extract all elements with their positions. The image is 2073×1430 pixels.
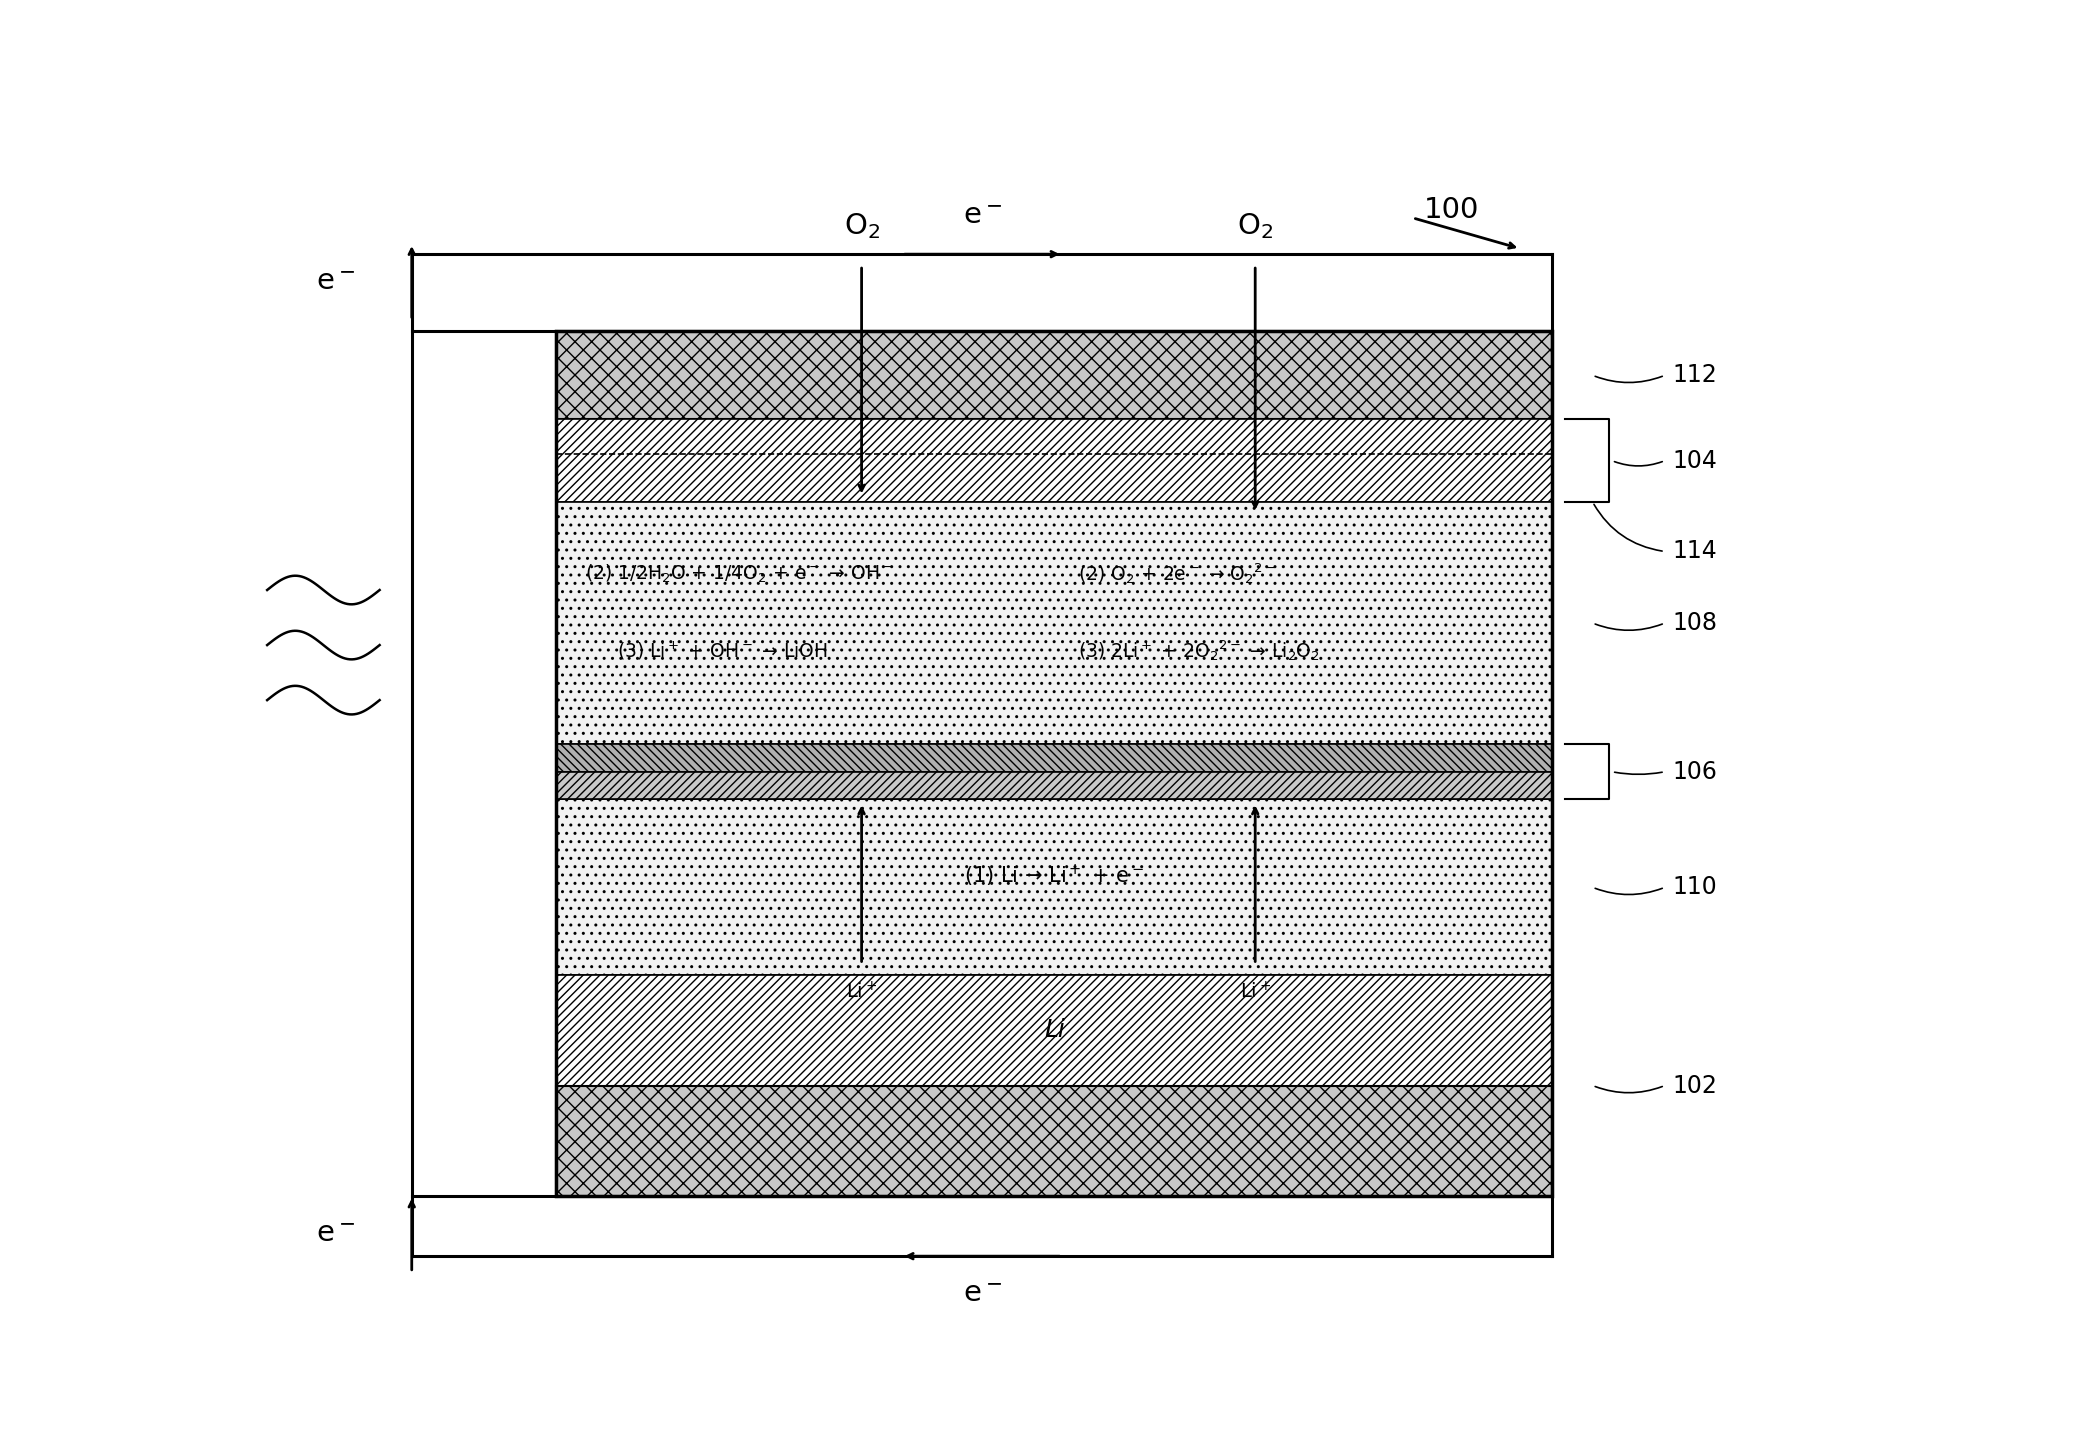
Text: Li$^+$: Li$^+$ — [846, 981, 877, 1002]
Text: e$^-$: e$^-$ — [317, 1220, 357, 1248]
Text: e$^-$: e$^-$ — [962, 1280, 1001, 1308]
Text: e$^-$: e$^-$ — [317, 267, 357, 296]
Bar — [556, 332, 1553, 1195]
Bar — [556, 502, 1553, 744]
Text: O$_2$: O$_2$ — [1238, 212, 1273, 242]
Bar — [556, 975, 1553, 1085]
Bar — [556, 1085, 1553, 1195]
Text: (2) O$_2$ + 2e$^-$ → O$_2$$^{2-}$: (2) O$_2$ + 2e$^-$ → O$_2$$^{2-}$ — [1078, 561, 1277, 586]
Text: 106: 106 — [1673, 759, 1719, 784]
Text: (1) Li → Li$^+$ + e$^-$: (1) Li → Li$^+$ + e$^-$ — [964, 864, 1144, 889]
Text: 102: 102 — [1673, 1074, 1719, 1097]
Bar — [556, 332, 1553, 419]
Text: 112: 112 — [1673, 363, 1719, 388]
Text: 110: 110 — [1673, 875, 1719, 899]
Text: (3) 2Li$^+$ + 2O$_2$$^{2-}$ → Li$_2$O$_2$: (3) 2Li$^+$ + 2O$_2$$^{2-}$ → Li$_2$O$_2… — [1078, 638, 1321, 664]
Text: 114: 114 — [1673, 539, 1719, 563]
Text: 100: 100 — [1424, 196, 1480, 225]
Bar — [556, 799, 1553, 975]
Bar — [556, 772, 1553, 799]
Bar — [556, 744, 1553, 772]
Text: Li: Li — [1045, 1018, 1066, 1042]
Text: 108: 108 — [1673, 611, 1719, 635]
Text: e$^-$: e$^-$ — [962, 202, 1001, 230]
Text: O$_2$: O$_2$ — [844, 212, 879, 242]
Text: 104: 104 — [1673, 449, 1719, 473]
Bar — [556, 419, 1553, 502]
Text: Li$^+$: Li$^+$ — [1240, 981, 1271, 1002]
Text: (2) 1/2H$_2$O + 1/4O$_2$ + e$^-$ → OH$^-$: (2) 1/2H$_2$O + 1/4O$_2$ + e$^-$ → OH$^-… — [585, 562, 893, 585]
Text: (3) Li$^+$ + OH$^-$ → LiOH: (3) Li$^+$ + OH$^-$ → LiOH — [618, 639, 827, 662]
